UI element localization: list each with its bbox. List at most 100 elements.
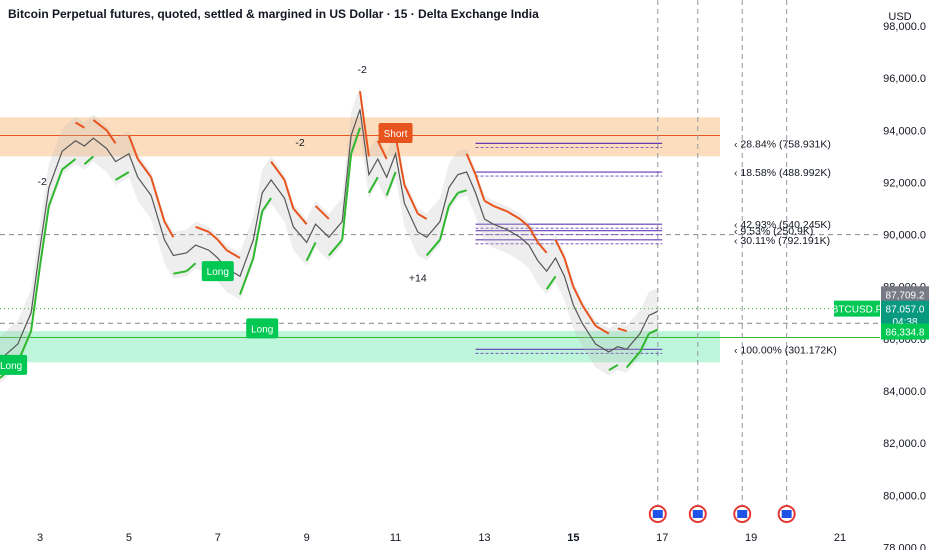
x-tick-label: 5 — [126, 532, 132, 544]
trailing-stop-segment — [528, 226, 539, 243]
trailing-stop-segment — [554, 239, 566, 259]
event-flag-body — [692, 510, 703, 518]
signal-badge-label: Short — [384, 129, 408, 140]
y-tick-label: 78,000.0 — [883, 542, 926, 550]
zones-layer — [0, 117, 880, 363]
trailing-stop-segment — [376, 140, 388, 160]
trailing-stop-segment — [581, 304, 597, 327]
long-signal-badge: Long — [201, 261, 234, 282]
fib-label: ‹ 9.53% (250.9K) — [734, 226, 813, 238]
x-tick-label: 15 — [567, 532, 579, 544]
price-line — [0, 109, 659, 361]
trailing-stop-segment — [30, 265, 41, 332]
x-tick-label: 3 — [37, 532, 43, 544]
event-flag-icon — [688, 505, 707, 523]
series-layer — [0, 86, 659, 384]
fib-label: ‹ 42.93% (540.245K) — [734, 219, 831, 231]
trailing-stop-segment — [252, 210, 264, 259]
fib-levels-layer: ‹ 28.84% (758.931K) ‹ 18.58% (488.992K) ‹ … — [475, 138, 837, 356]
symbol-tag: BTCUSD.P — [832, 300, 883, 317]
trailing-stop-segment — [439, 205, 450, 241]
count-annotation: -2 — [295, 137, 304, 149]
trailing-stop-segment — [270, 161, 286, 181]
y-tick-label: 80,000.0 — [883, 490, 926, 502]
short-signal-badge: Short — [378, 122, 413, 143]
event-flag-body — [781, 510, 792, 518]
x-tick-label: 19 — [745, 532, 757, 544]
x-tick-label: 7 — [215, 532, 221, 544]
trailing-stop-segment — [417, 212, 428, 220]
trailing-stop-segment — [163, 221, 175, 238]
event-flag-icon — [648, 505, 667, 523]
y-tick-label: 94,000.0 — [883, 125, 926, 137]
y-tick-label: 82,000.0 — [883, 438, 926, 450]
trailing-stop-segment — [403, 184, 419, 215]
x-tick-label: 21 — [834, 532, 846, 544]
fib-label: ‹ 28.84% (758.931K) — [734, 138, 831, 150]
trailing-stop-segment — [173, 270, 187, 275]
y-tick-label: 96,000.0 — [883, 73, 926, 85]
trailing-stop-segment — [368, 176, 379, 194]
fib-label: ‹ 30.11% (792.191K) — [734, 235, 830, 247]
signal-badge-bg — [201, 261, 234, 282]
trailing-stop-segment — [150, 176, 166, 222]
trailing-stop-segment — [47, 169, 64, 207]
trailing-stop-segment — [127, 135, 139, 160]
trailing-stop-segment — [314, 205, 330, 220]
event-flag-icon — [777, 505, 796, 523]
trailing-stop-segment — [61, 158, 77, 171]
trailing-stop-segment — [239, 257, 255, 295]
trailing-stop-segment — [492, 204, 508, 213]
trailing-stop-segment — [545, 275, 557, 290]
event-flag-icon — [733, 505, 752, 523]
trailing-stop-segment — [195, 225, 210, 233]
x-tick-label: 17 — [656, 532, 668, 544]
trailing-stop-segment — [92, 119, 108, 132]
trailing-stop-segment — [261, 197, 272, 212]
long-signal-badge: Long — [246, 318, 279, 339]
trailing-stop-segment — [617, 327, 627, 333]
trailing-stop-segment — [425, 239, 441, 257]
x-tick-label: 11 — [390, 532, 401, 544]
fib-label: ‹ 100.00% (301.172K) — [734, 344, 837, 356]
price-tag: 86,334.8 — [881, 323, 929, 340]
x-tick-label: 9 — [304, 532, 310, 544]
signals-layer: Long Long Long Short -2 -2 -2 +14 — [0, 64, 427, 375]
signal-badge-bg — [0, 354, 28, 375]
trailing-stop-segment — [208, 231, 219, 241]
trailing-stop-segment — [305, 241, 317, 262]
trailing-stop-segment — [217, 239, 228, 251]
symbol-tag-bg — [834, 300, 880, 317]
y-tick-label: 84,000.0 — [883, 386, 926, 398]
trailing-stop-segment — [136, 158, 152, 178]
trailing-stop-segment — [359, 91, 370, 157]
x-axis[interactable]: 3 5 7 9 11 13 15 17 19 21 — [37, 532, 846, 544]
trailing-stop-segment — [465, 153, 477, 176]
trailing-stop-segment — [283, 179, 295, 209]
event-flag-body — [652, 510, 663, 518]
trailing-stop-segment — [226, 249, 241, 259]
trailing-stop-segment — [595, 324, 610, 335]
price-tag-text: 87,709.2 — [886, 290, 925, 301]
event-flag-body — [737, 510, 748, 518]
long-signal-badge: Long — [0, 354, 28, 375]
trailing-stop-segment — [350, 127, 361, 155]
trailing-stop-segment — [105, 129, 117, 144]
price-tag-text: 04:38 — [892, 317, 917, 328]
signal-badge-label: Long — [207, 267, 229, 278]
currency-label: USD — [888, 11, 911, 23]
x-tick-label: 13 — [478, 532, 490, 544]
trailing-stop-segment — [648, 328, 659, 335]
price-tag: 87,709.2 — [881, 286, 929, 303]
chart-title: Bitcoin Perpetual futures, quoted, settl… — [8, 7, 539, 21]
trailing-stop-segment — [341, 153, 353, 240]
trailing-stop-segment — [83, 155, 94, 165]
signal-badge-label: Long — [251, 324, 273, 335]
y-tick-label: 90,000.0 — [883, 230, 926, 242]
signal-badge-bg — [246, 318, 279, 339]
trailing-stop-segment — [292, 207, 308, 225]
trailing-stop-segment — [572, 286, 584, 306]
